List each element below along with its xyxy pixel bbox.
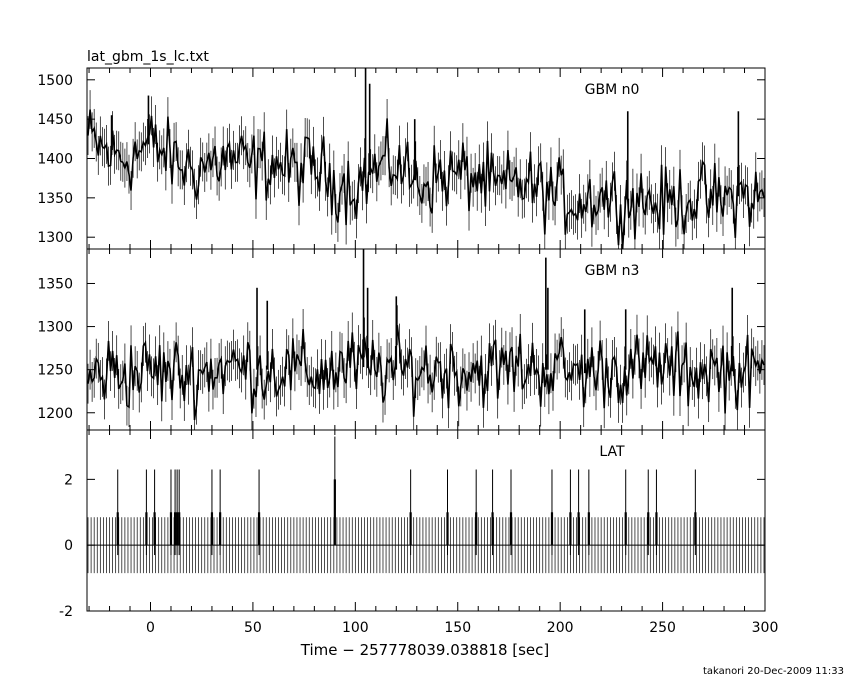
- y-tick-label: 1200: [37, 406, 73, 422]
- panel-frame: [86, 429, 766, 612]
- x-tick-label: 0: [146, 620, 155, 636]
- y-tick-label: 0: [64, 538, 73, 554]
- y-tick-label: 2: [64, 472, 73, 488]
- y-tick-label: 1350: [37, 191, 73, 207]
- y-tick-label: 1400: [37, 152, 73, 168]
- timestamp-footer: takanori 20-Dec-2009 11:33: [702, 666, 844, 677]
- y-tick-label: 1350: [37, 276, 73, 292]
- x-tick-label: 100: [342, 620, 369, 636]
- panel-label: GBM n0: [585, 82, 640, 98]
- chart-title: lat_gbm_1s_lc.txt: [87, 49, 209, 65]
- y-tick-label: 1300: [37, 320, 73, 336]
- x-tick-label: 200: [547, 620, 574, 636]
- x-tick-label: 250: [649, 620, 676, 636]
- panel-label: GBM n3: [585, 263, 640, 279]
- panel-label: LAT: [599, 444, 625, 460]
- y-tick-label: 1250: [37, 363, 73, 379]
- y-tick-label: -2: [59, 604, 73, 620]
- x-tick-label: 300: [752, 620, 779, 636]
- x-tick-label: 50: [244, 620, 262, 636]
- y-tick-label: 1300: [37, 230, 73, 246]
- x-tick-label: 150: [444, 620, 471, 636]
- x-axis-label: Time − 257778039.038818 [sec]: [300, 641, 550, 659]
- y-tick-label: 1450: [37, 112, 73, 128]
- y-tick-label: 1500: [37, 73, 73, 89]
